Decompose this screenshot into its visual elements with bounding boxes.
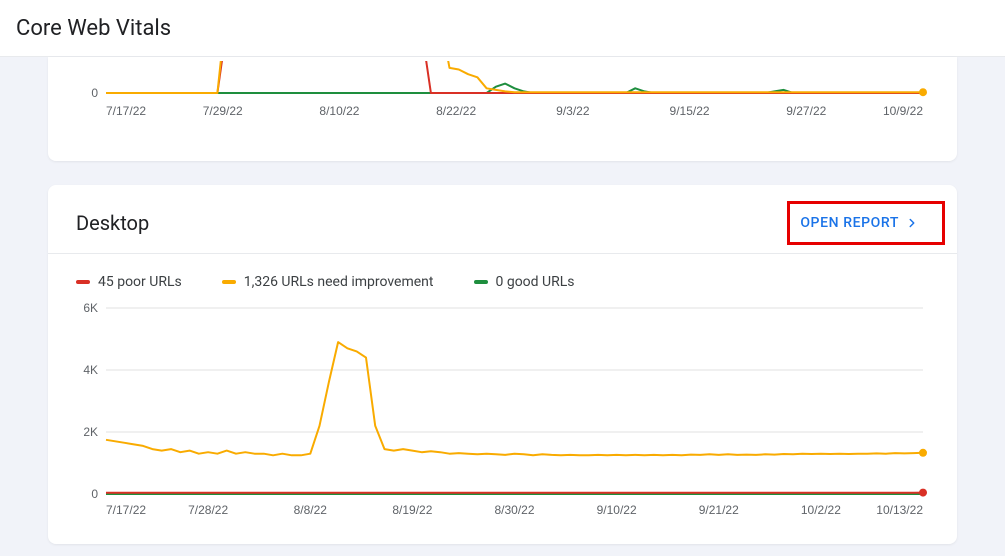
svg-text:4K: 4K [83,363,98,377]
open-report-button[interactable]: OPEN REPORT [790,207,929,239]
svg-text:7/28/22: 7/28/22 [188,503,228,517]
swatch-improve [222,280,236,284]
mobile-chart-card: 0 7/17/22 7/29/22 8/10/22 8/22/22 9/3/22 9/15/… [48,57,957,161]
desktop-legend: 45 poor URLs 1,326 URLs need improvement… [48,254,957,298]
svg-text:10/13/22: 10/13/22 [876,503,923,517]
page-header: Core Web Vitals [0,0,1005,57]
svg-text:8/8/22: 8/8/22 [294,503,328,517]
desktop-chart: 0 2K 4K 6K 7/17/22 7/28/22 8/8/22 8/19/22 8/30/2… [76,302,929,520]
svg-text:9/15/22: 9/15/22 [670,104,710,118]
svg-text:10/9/22: 10/9/22 [883,104,923,118]
swatch-good [474,280,488,284]
svg-text:8/22/22: 8/22/22 [436,104,476,118]
legend-improve-label: 1,326 URLs need improvement [244,274,434,290]
mobile-chart: 0 7/17/22 7/29/22 8/10/22 8/22/22 9/3/22 9/15/… [76,61,929,161]
svg-text:7/17/22: 7/17/22 [106,503,146,517]
svg-text:8/30/22: 8/30/22 [494,503,534,517]
svg-text:7/29/22: 7/29/22 [203,104,243,118]
svg-text:9/21/22: 9/21/22 [699,503,739,517]
desktop-card-header: Desktop OPEN REPORT [48,185,957,254]
swatch-poor [76,280,90,284]
page-title: Core Web Vitals [16,16,171,41]
svg-text:6K: 6K [83,302,98,315]
svg-text:8/10/22: 8/10/22 [319,104,359,118]
svg-text:0: 0 [91,86,98,100]
legend-improve: 1,326 URLs need improvement [222,274,434,290]
svg-text:9/3/22: 9/3/22 [556,104,590,118]
legend-poor-label: 45 poor URLs [98,274,182,290]
svg-text:0: 0 [91,487,98,501]
legend-poor: 45 poor URLs [76,274,182,290]
legend-good-label: 0 good URLs [496,274,575,290]
svg-text:7/17/22: 7/17/22 [106,104,146,118]
chevron-right-icon [905,216,919,230]
desktop-title: Desktop [76,211,149,235]
svg-text:9/10/22: 9/10/22 [597,503,637,517]
legend-good: 0 good URLs [474,274,575,290]
svg-text:8/19/22: 8/19/22 [392,503,432,517]
svg-text:2K: 2K [83,425,98,439]
open-report-label: OPEN REPORT [800,215,899,231]
svg-text:9/27/22: 9/27/22 [786,104,826,118]
svg-text:10/2/22: 10/2/22 [801,503,841,517]
desktop-card: Desktop OPEN REPORT 45 poor URLs 1,326 U… [48,185,957,544]
